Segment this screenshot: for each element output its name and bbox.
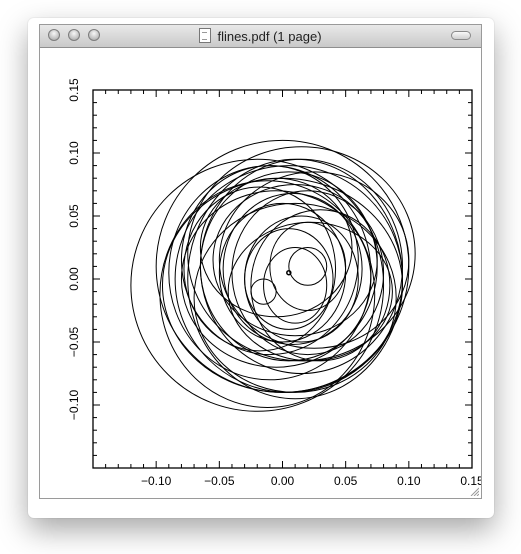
document-view[interactable]: −0.10 −0.05 0.00 0.05 0.10 0.15 0.15 0.10 0.05 0.…	[40, 48, 484, 498]
y-tick-label: 0.10	[67, 141, 81, 165]
zoom-icon[interactable]	[88, 29, 100, 41]
preview-window: flines.pdf (1 page) −0.10 −0.05 0.00 0.05 0.…	[39, 24, 484, 499]
field-line	[263, 247, 328, 324]
resize-grip-icon[interactable]	[469, 486, 479, 496]
x-tick-label: −0.10	[141, 474, 172, 488]
field-line	[218, 202, 347, 343]
y-tick-label: −0.05	[67, 326, 81, 357]
field-line	[244, 228, 334, 330]
field-line	[180, 165, 359, 356]
field-line	[269, 221, 347, 311]
x-tick-label: 0.10	[397, 474, 421, 488]
plot-frame	[92, 89, 473, 469]
title-bar[interactable]: flines.pdf (1 page)	[40, 25, 481, 48]
close-icon[interactable]	[48, 29, 60, 41]
y-tick-label: 0.15	[67, 78, 81, 102]
field-line	[130, 158, 385, 412]
y-tick-label: 0.00	[67, 267, 81, 291]
field-line	[159, 180, 376, 409]
x-tick-label: −0.05	[204, 474, 235, 488]
x-tick-label: 0.00	[271, 474, 295, 488]
minimize-icon[interactable]	[68, 29, 80, 41]
field-line	[231, 190, 385, 356]
x-tick-label: 0.15	[460, 474, 481, 488]
field-line	[199, 177, 353, 318]
field-line	[193, 202, 397, 393]
x-tick-label: 0.05	[334, 474, 358, 488]
toolbar-toggle-icon[interactable]	[451, 31, 471, 40]
pdf-document-icon[interactable]	[199, 28, 212, 43]
window-title-area: flines.pdf (1 page)	[40, 28, 481, 44]
y-tick-label: 0.05	[67, 204, 81, 228]
field-line	[288, 247, 328, 286]
field-line	[218, 171, 410, 349]
field-line	[222, 192, 363, 346]
y-tick-label: −0.10	[67, 389, 81, 420]
field-line	[183, 186, 337, 352]
field-line	[180, 190, 372, 368]
field-line	[227, 221, 393, 362]
window-title: flines.pdf (1 page)	[217, 29, 322, 44]
plot-figure: −0.10 −0.05 0.00 0.05 0.10 0.15 0.15 0.10 0.05 0.…	[67, 78, 484, 488]
center-point	[286, 269, 292, 276]
